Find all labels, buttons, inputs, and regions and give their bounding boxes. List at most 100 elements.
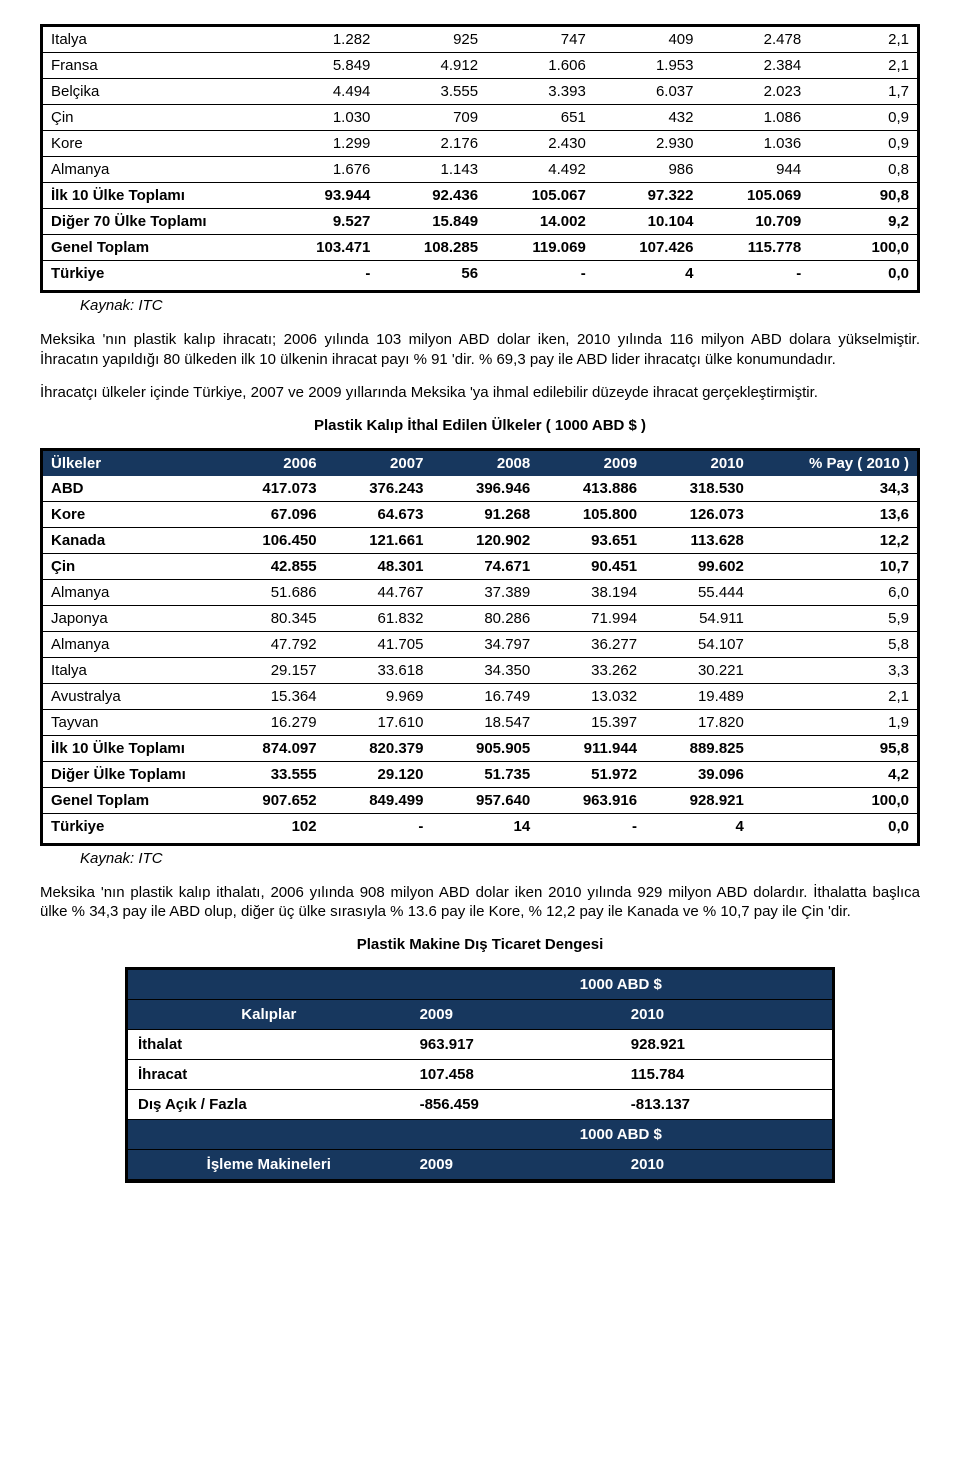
cell: 9,2 xyxy=(809,209,917,235)
cell: 67.096 xyxy=(218,501,325,527)
cell: 820.379 xyxy=(325,735,432,761)
cell: 2006 xyxy=(218,451,325,476)
cell: 5,8 xyxy=(752,631,917,657)
cell: 47.792 xyxy=(218,631,325,657)
cell: 54.107 xyxy=(645,631,752,657)
cell: 911.944 xyxy=(538,735,645,761)
cell: 105.067 xyxy=(486,183,594,209)
cell: İthalat xyxy=(128,1029,410,1059)
cell: -813.137 xyxy=(621,1089,832,1119)
cell: 15.397 xyxy=(538,709,645,735)
cell: 5,9 xyxy=(752,605,917,631)
cell: 432 xyxy=(594,105,702,131)
cell: 1.282 xyxy=(271,27,379,53)
cell: 1,7 xyxy=(809,79,917,105)
cell: 5.849 xyxy=(271,53,379,79)
cell: - xyxy=(486,261,594,287)
table2-source: Kaynak: ITC xyxy=(80,850,920,867)
cell: 18.547 xyxy=(431,709,538,735)
cell: 6.037 xyxy=(594,79,702,105)
cell: 56 xyxy=(378,261,486,287)
cell: 651 xyxy=(486,105,594,131)
cell: 13,6 xyxy=(752,501,917,527)
cell: İlk 10 Ülke Toplamı xyxy=(43,735,218,761)
paragraph-export-b: İhracatçı ülkeler içinde Türkiye, 2007 v… xyxy=(40,383,920,403)
cell: 409 xyxy=(594,27,702,53)
cell: 2.384 xyxy=(702,53,810,79)
cell: 95,8 xyxy=(752,735,917,761)
cell: 2008 xyxy=(431,451,538,476)
cell: 115.784 xyxy=(621,1059,832,1089)
header-cell: Kalıplar xyxy=(128,999,410,1029)
cell: 2.430 xyxy=(486,131,594,157)
cell: 93.944 xyxy=(271,183,379,209)
cell: 12,2 xyxy=(752,527,917,553)
cell: Kore xyxy=(43,131,271,157)
cell: 2.023 xyxy=(702,79,810,105)
cell: 413.886 xyxy=(538,476,645,502)
cell: 29.157 xyxy=(218,657,325,683)
cell: Türkiye xyxy=(43,813,218,839)
cell: Avustralya xyxy=(43,683,218,709)
cell: 33.262 xyxy=(538,657,645,683)
cell: 9.527 xyxy=(271,209,379,235)
header-cell: 2009 xyxy=(410,1149,621,1179)
cell: 92.436 xyxy=(378,183,486,209)
cell: 105.800 xyxy=(538,501,645,527)
cell: - xyxy=(271,261,379,287)
cell: 3.393 xyxy=(486,79,594,105)
cell: 709 xyxy=(378,105,486,131)
cell: -856.459 xyxy=(410,1089,621,1119)
cell: 1.676 xyxy=(271,157,379,183)
cell: 907.652 xyxy=(218,787,325,813)
cell: 74.671 xyxy=(431,553,538,579)
cell: 957.640 xyxy=(431,787,538,813)
cell: 3.555 xyxy=(378,79,486,105)
cell: Kore xyxy=(43,501,218,527)
cell: Ülkeler xyxy=(43,451,218,476)
cell: 30.221 xyxy=(645,657,752,683)
cell: Genel Toplam xyxy=(43,235,271,261)
cell: 64.673 xyxy=(325,501,432,527)
cell: 1.086 xyxy=(702,105,810,131)
cell: 34,3 xyxy=(752,476,917,502)
cell: 34.797 xyxy=(431,631,538,657)
cell: 36.277 xyxy=(538,631,645,657)
cell: 99.602 xyxy=(645,553,752,579)
cell: 113.628 xyxy=(645,527,752,553)
cell: 16.279 xyxy=(218,709,325,735)
cell: 2009 xyxy=(538,451,645,476)
cell: 19.489 xyxy=(645,683,752,709)
cell: 100,0 xyxy=(809,235,917,261)
paragraph-export: Meksika 'nın plastik kalıp ihracatı; 200… xyxy=(40,330,920,369)
cell: 417.073 xyxy=(218,476,325,502)
cell: 91.268 xyxy=(431,501,538,527)
cell: İlk 10 Ülke Toplamı xyxy=(43,183,271,209)
cell: 48.301 xyxy=(325,553,432,579)
cell: - xyxy=(538,813,645,839)
cell: 905.905 xyxy=(431,735,538,761)
cell: 0,0 xyxy=(809,261,917,287)
cell: 2010 xyxy=(645,451,752,476)
cell: 15.364 xyxy=(218,683,325,709)
cell: Çin xyxy=(43,105,271,131)
cell: Japonya xyxy=(43,605,218,631)
cell: 747 xyxy=(486,27,594,53)
cell: 105.069 xyxy=(702,183,810,209)
cell: 34.350 xyxy=(431,657,538,683)
cell: 1,9 xyxy=(752,709,917,735)
cell: 106.450 xyxy=(218,527,325,553)
cell: 13.032 xyxy=(538,683,645,709)
cell: 51.735 xyxy=(431,761,538,787)
cell: - xyxy=(702,261,810,287)
table1-source: Kaynak: ITC xyxy=(80,297,920,314)
cell: 100,0 xyxy=(752,787,917,813)
trade-balance-table: 1000 ABD $Kalıplar20092010İthalat963.917… xyxy=(128,970,832,1180)
cell: 33.555 xyxy=(218,761,325,787)
cell: 10,7 xyxy=(752,553,917,579)
header-cell: İşleme Makineleri xyxy=(128,1149,410,1179)
cell: 14.002 xyxy=(486,209,594,235)
cell: 318.530 xyxy=(645,476,752,502)
cell: 10.709 xyxy=(702,209,810,235)
cell: 51.972 xyxy=(538,761,645,787)
